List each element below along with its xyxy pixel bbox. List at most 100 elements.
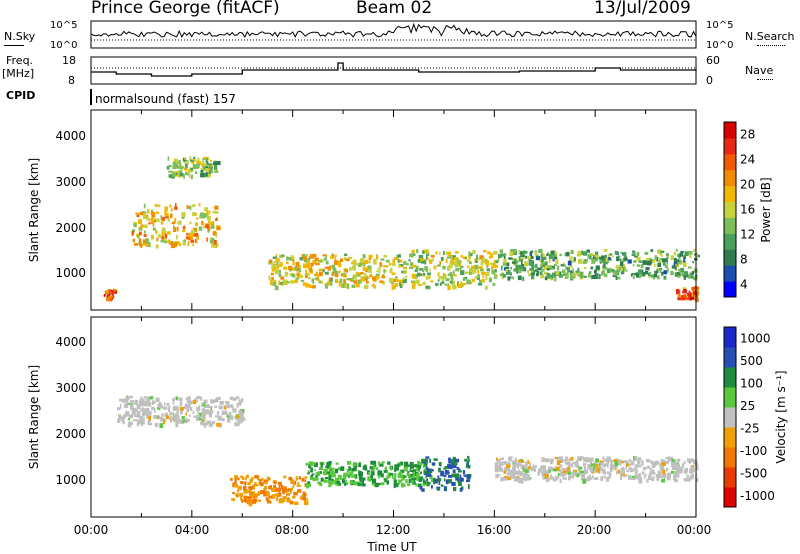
velocity-cell xyxy=(643,474,646,479)
velocity-cell xyxy=(168,405,171,408)
velocity-cell xyxy=(319,471,322,474)
velocity-cell xyxy=(159,423,164,428)
velocity-cell xyxy=(275,488,280,492)
power-cell xyxy=(632,264,635,267)
power-cell xyxy=(318,280,322,284)
power-cell xyxy=(521,260,523,265)
velocity-cell xyxy=(674,471,680,474)
power-cell xyxy=(453,257,458,261)
power-cell xyxy=(607,268,611,273)
power-cell xyxy=(453,274,457,277)
power-cell xyxy=(616,269,621,273)
velocity-cell xyxy=(130,405,134,411)
power-cell xyxy=(604,273,608,278)
power-cell xyxy=(212,240,215,243)
velocity-cell xyxy=(590,459,592,465)
velocity-cell xyxy=(329,466,332,470)
power-cell xyxy=(498,253,502,259)
power-cell xyxy=(405,275,408,279)
power-cell xyxy=(322,254,327,257)
velocity-cell xyxy=(243,499,248,502)
power-cell xyxy=(684,251,689,256)
velocity-cell xyxy=(569,463,574,468)
velocity-cell xyxy=(121,398,125,403)
velocity-cell xyxy=(621,467,624,472)
power-cell xyxy=(535,263,538,269)
velocity-cell xyxy=(235,494,239,498)
velocity-cell xyxy=(427,473,432,477)
velocity-cell xyxy=(185,412,187,416)
velocity-cell xyxy=(652,476,655,481)
power-cell xyxy=(385,259,390,263)
velocity-cell xyxy=(520,478,524,484)
velocity-cell xyxy=(139,399,142,404)
power-cell xyxy=(452,270,455,275)
velocity-cell xyxy=(236,414,240,419)
power-cell xyxy=(353,280,358,284)
power-cell xyxy=(461,283,466,286)
power-cell xyxy=(397,259,400,263)
power-cell xyxy=(525,255,528,259)
velocity-cell xyxy=(263,479,268,484)
velocity-cell xyxy=(161,413,164,417)
power-cell xyxy=(450,256,453,261)
velocity-cell xyxy=(423,468,427,472)
velocity-cell xyxy=(348,473,350,479)
velocity-cell xyxy=(243,485,247,491)
velocity-cell xyxy=(211,399,216,404)
velocity-cell xyxy=(287,493,290,496)
power-cell xyxy=(471,269,474,275)
velocity-cell xyxy=(233,498,235,502)
power-cell xyxy=(189,159,194,162)
velocity-cell xyxy=(496,474,501,477)
power-cell xyxy=(584,267,587,270)
velocity-cell xyxy=(271,487,276,492)
power-cell xyxy=(475,260,478,263)
velocity-cell xyxy=(427,481,431,485)
power-cell xyxy=(495,269,497,273)
power-cell xyxy=(186,233,189,236)
power-cell xyxy=(636,256,641,261)
velocity-cell xyxy=(140,420,145,425)
power-cell xyxy=(429,259,433,264)
velocity-cell xyxy=(397,479,402,483)
velocity-cell xyxy=(273,481,277,485)
power-cell xyxy=(501,274,504,280)
power-cell xyxy=(511,261,517,264)
power-cell xyxy=(577,250,582,256)
velocity-cell xyxy=(371,483,376,486)
velocity-cell xyxy=(670,470,675,474)
power-cell xyxy=(174,158,176,163)
power-cell xyxy=(197,161,202,165)
velocity-cell xyxy=(595,464,599,468)
velocity-cell xyxy=(623,460,626,463)
power-cell xyxy=(433,265,437,270)
power-cell xyxy=(554,251,557,256)
velocity-cell xyxy=(267,501,272,504)
velocity-cell xyxy=(529,462,532,467)
power-cell xyxy=(274,270,279,275)
power-cell xyxy=(412,253,416,256)
power-cell xyxy=(445,278,450,282)
xtick-5: 20:00 xyxy=(577,523,612,537)
power-cell xyxy=(182,243,187,246)
power-cell xyxy=(209,169,211,173)
power-cell xyxy=(290,255,294,259)
power-cell xyxy=(517,269,522,274)
velocity-cell xyxy=(635,469,638,473)
velocity-cell xyxy=(298,476,301,480)
power-cell xyxy=(213,161,218,166)
power-cell xyxy=(268,259,273,263)
velocity-cell xyxy=(661,462,666,466)
velocity-cell xyxy=(601,475,604,478)
velocity-cell xyxy=(554,476,558,481)
velocity-cell xyxy=(655,474,660,478)
power-cell xyxy=(544,265,549,270)
power-cell xyxy=(156,218,160,222)
velocity-cell xyxy=(310,475,313,478)
power-cell xyxy=(327,267,331,271)
power-cell xyxy=(207,173,212,177)
power-cell xyxy=(614,250,619,255)
power-cell xyxy=(426,272,431,275)
